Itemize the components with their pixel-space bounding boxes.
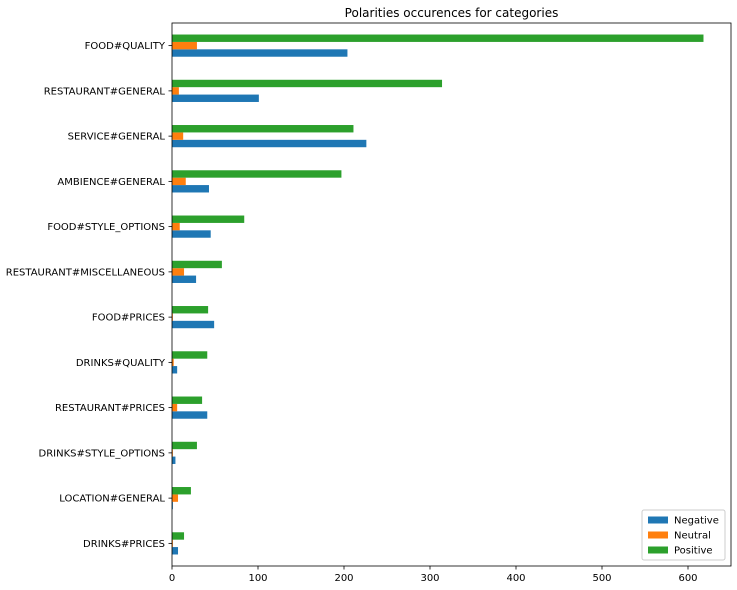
- bar-negative-7: [172, 366, 178, 374]
- y-tick-label: DRINKS#PRICES: [83, 539, 165, 550]
- bar-negative-4: [172, 230, 211, 238]
- bar-positive-4: [172, 215, 245, 223]
- bar-positive-10: [172, 487, 191, 495]
- bar-positive-11: [172, 532, 185, 540]
- bar-neutral-9: [172, 449, 173, 457]
- bar-positive-2: [172, 125, 354, 133]
- bar-neutral-1: [172, 87, 179, 95]
- legend-swatch-positive: [648, 546, 668, 554]
- chart-title: Polarities occurences for categories: [345, 6, 559, 20]
- legend-label-positive: Positive: [674, 546, 713, 557]
- x-tick-label: 400: [506, 573, 525, 584]
- bar-negative-10: [172, 501, 173, 510]
- y-tick-label: FOOD#QUALITY: [85, 41, 166, 52]
- plot-frame: [171, 22, 732, 567]
- legend-swatch-neutral: [648, 531, 668, 539]
- bar-positive-3: [172, 170, 342, 178]
- x-tick-label: 0: [169, 573, 175, 584]
- legend-swatch-negative: [648, 516, 668, 524]
- bar-negative-11: [172, 547, 179, 555]
- y-axis: FOOD#QUALITY RESTAURANT#GENERAL SERVICE#GE…: [6, 41, 172, 550]
- legend-label-neutral: Neutral: [674, 531, 711, 542]
- y-tick-label: SERVICE#GENERAL: [68, 132, 166, 143]
- bar-negative-9: [172, 456, 176, 464]
- x-tick-label: 100: [248, 573, 267, 584]
- y-tick-label: DRINKS#STYLE_OPTIONS: [39, 448, 165, 459]
- bar-neutral-0: [172, 41, 197, 50]
- x-tick-label: 500: [592, 573, 611, 584]
- bar-positive-5: [172, 260, 222, 269]
- bar-positive-9: [172, 441, 197, 450]
- bar-neutral-5: [172, 268, 185, 276]
- bar-neutral-10: [172, 494, 179, 502]
- y-tick-label: AMBIENCE#GENERAL: [57, 177, 165, 188]
- bar-positive-1: [172, 79, 443, 88]
- bar-neutral-3: [172, 177, 186, 186]
- bar-neutral-11: [172, 539, 173, 548]
- bar-positive-7: [172, 351, 208, 359]
- bar-negative-0: [172, 49, 348, 57]
- bar-negative-6: [172, 320, 215, 329]
- x-tick-label: 600: [678, 573, 697, 584]
- x-tick-label: 200: [334, 573, 353, 584]
- bar-negative-2: [172, 139, 367, 148]
- bar-positive-0: [172, 34, 704, 42]
- bar-neutral-2: [172, 132, 184, 140]
- y-tick-label: RESTAURANT#PRICES: [55, 403, 165, 414]
- bar-negative-8: [172, 411, 208, 419]
- bar-neutral-7: [172, 358, 174, 367]
- bars: [172, 34, 704, 555]
- x-axis: 0 100 200 300 400 500 600: [169, 566, 698, 584]
- y-tick-label: LOCATION#GENERAL: [59, 494, 165, 505]
- y-tick-label: FOOD#STYLE_OPTIONS: [47, 222, 165, 233]
- legend-label-negative: Negative: [674, 516, 719, 527]
- bar-neutral-6: [172, 313, 173, 321]
- bar-positive-6: [172, 306, 209, 314]
- x-tick-label: 300: [420, 573, 439, 584]
- y-tick-label: RESTAURANT#MISCELLANEOUS: [6, 267, 165, 278]
- y-tick-label: FOOD#PRICES: [92, 313, 165, 324]
- bar-negative-1: [172, 94, 259, 102]
- y-tick-label: RESTAURANT#GENERAL: [44, 86, 166, 97]
- legend: Negative Neutral Positive: [641, 509, 726, 561]
- bar-neutral-8: [172, 403, 178, 412]
- bar-positive-8: [172, 396, 203, 404]
- bar-negative-3: [172, 185, 209, 193]
- bar-neutral-4: [172, 222, 180, 231]
- bar-negative-5: [172, 275, 197, 283]
- y-tick-label: DRINKS#QUALITY: [76, 358, 166, 369]
